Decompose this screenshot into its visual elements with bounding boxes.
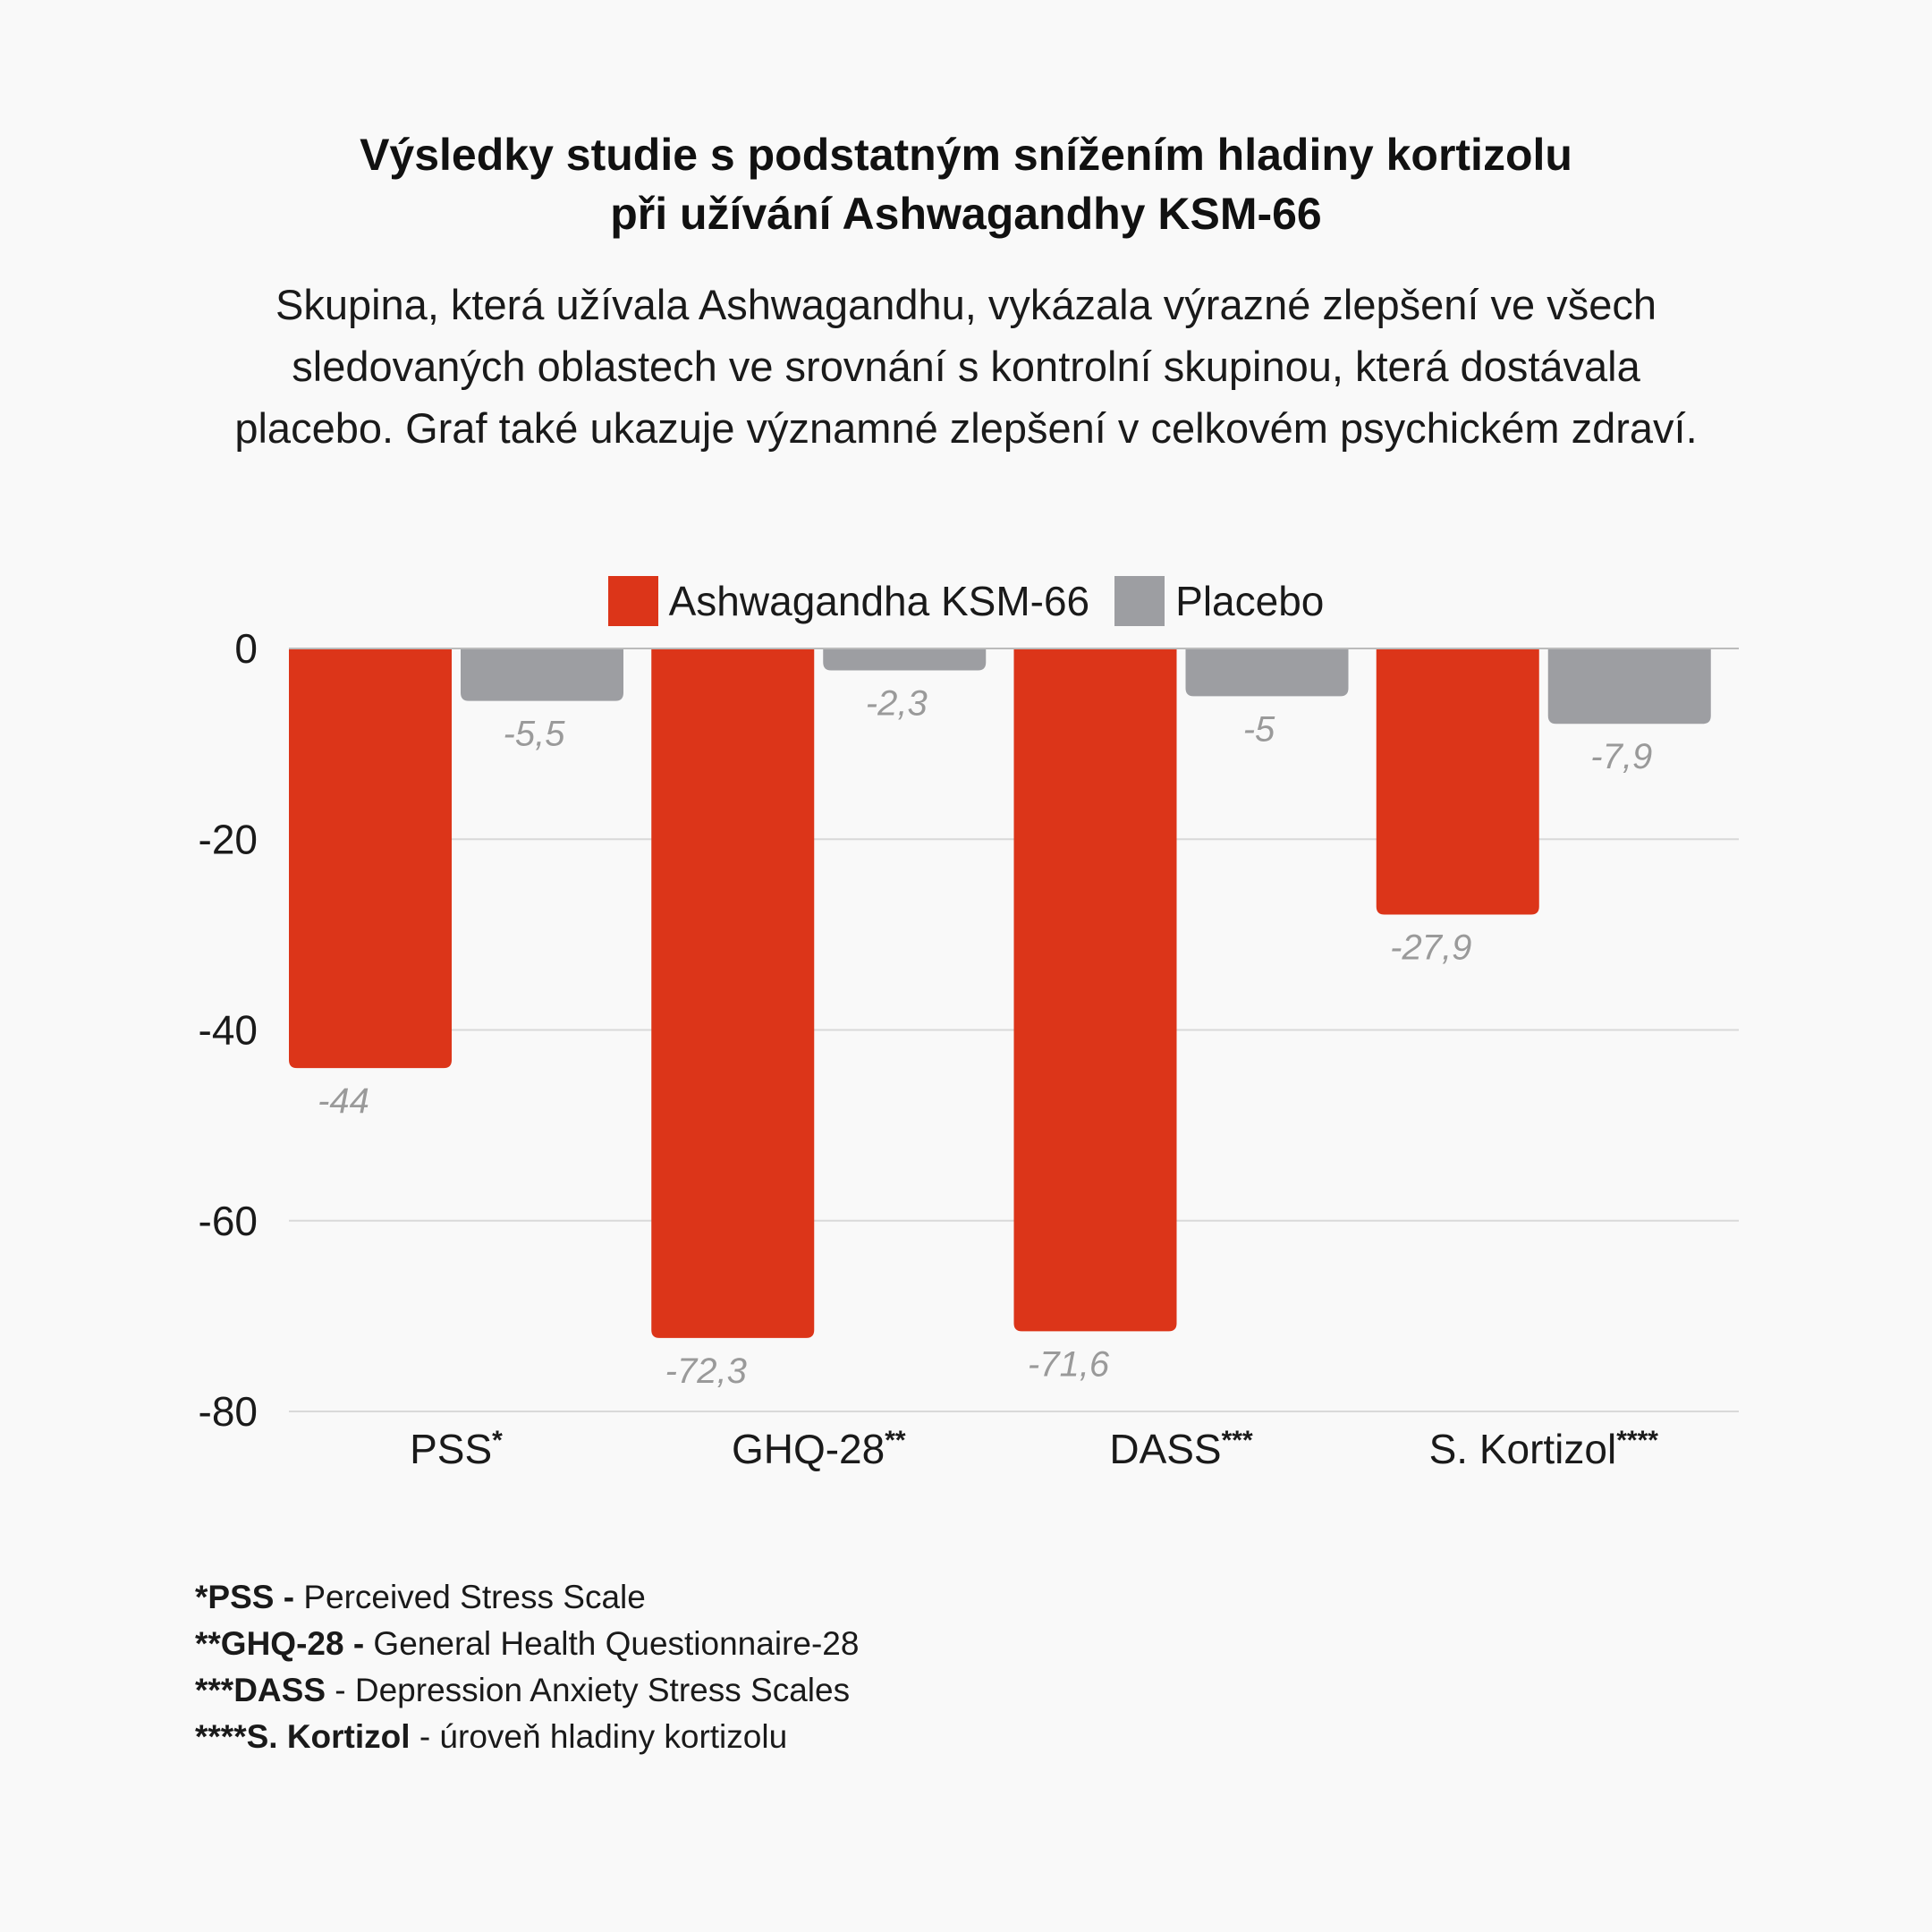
legend-swatch-ashwagandha xyxy=(607,576,658,626)
bar-ashwagandha-2 xyxy=(1013,648,1177,1332)
value-label-ashwagandha-0: -44 xyxy=(318,1081,369,1121)
bar-placebo-3 xyxy=(1547,648,1711,724)
footnote-ghq-term: **GHQ-28 - xyxy=(195,1625,365,1662)
value-label-ashwagandha-1: -72,3 xyxy=(665,1352,747,1391)
chart-title-line-2: při užívání Ashwagandhy KSM-66 xyxy=(610,189,1322,239)
footnote-kortizol-text: - úroveň hladiny kortizolu xyxy=(410,1718,788,1755)
chart-subtitle-line-2: sledovaných oblastech ve srovnání s kont… xyxy=(292,343,1640,390)
chart-subtitle-line-3: placebo. Graf také ukazuje významné zlep… xyxy=(234,404,1698,452)
footnote-pss-text: Perceived Stress Scale xyxy=(294,1579,646,1615)
footnote-kortizol: ****S. Kortizol - úroveň hladiny kortizo… xyxy=(195,1714,859,1760)
bar-ashwagandha-0 xyxy=(289,648,452,1069)
chart-title: Výsledky studie s podstatným snížením hl… xyxy=(0,125,1932,243)
bar-placebo-2 xyxy=(1185,648,1349,697)
y-tick-label-4: -80 xyxy=(199,1388,258,1435)
y-tick-label-1: -20 xyxy=(199,816,258,862)
value-label-ashwagandha-3: -27,9 xyxy=(1390,928,1471,967)
value-label-ashwagandha-2: -71,6 xyxy=(1028,1344,1110,1384)
footnote-dass-text: - Depression Anxiety Stress Scales xyxy=(326,1672,851,1708)
legend-item-ashwagandha: Ashwagandha KSM-66 xyxy=(607,576,1090,626)
footnote-dass-term: ***DASS xyxy=(195,1672,326,1708)
footnotes: *PSS - Perceived Stress Scale **GHQ-28 -… xyxy=(195,1574,859,1760)
x-tick-label-2: DASS*** xyxy=(1109,1426,1253,1472)
x-tick-label-3: S. Kortizol**** xyxy=(1429,1426,1659,1472)
footnote-ghq-text: General Health Questionnaire-28 xyxy=(364,1625,860,1662)
y-tick-label-3: -60 xyxy=(199,1198,258,1244)
bar-placebo-1 xyxy=(823,648,987,671)
footnote-pss-term: *PSS - xyxy=(195,1579,295,1615)
x-tick-label-0: PSS* xyxy=(410,1426,503,1472)
x-tick-label-1: GHQ-28** xyxy=(732,1426,906,1472)
legend-label-ashwagandha: Ashwagandha KSM-66 xyxy=(668,578,1090,624)
y-tick-label-2: -40 xyxy=(199,1007,258,1054)
bar-placebo-0 xyxy=(461,648,623,701)
legend-label-placebo: Placebo xyxy=(1175,578,1325,624)
legend-swatch-placebo xyxy=(1114,576,1165,626)
chart-subtitle: Skupina, která užívala Ashwagandhu, vyká… xyxy=(0,274,1932,459)
value-label-placebo-2: -5 xyxy=(1243,709,1275,749)
footnote-kortizol-term: ****S. Kortizol xyxy=(195,1718,411,1755)
value-label-placebo-0: -5,5 xyxy=(504,715,566,754)
bar-ashwagandha-1 xyxy=(651,648,815,1338)
chart-title-line-1: Výsledky studie s podstatným snížením hl… xyxy=(360,130,1572,180)
legend-item-placebo: Placebo xyxy=(1114,576,1324,626)
footnote-dass: ***DASS - Depression Anxiety Stress Scal… xyxy=(195,1667,859,1714)
y-tick-label-0: 0 xyxy=(234,625,258,672)
value-label-placebo-3: -7,9 xyxy=(1590,737,1652,776)
value-label-placebo-1: -2,3 xyxy=(866,684,928,724)
chart-subtitle-line-1: Skupina, která užívala Ashwagandhu, vyká… xyxy=(275,281,1657,328)
chart-legend: Ashwagandha KSM-66 Placebo xyxy=(0,576,1932,626)
bar-chart: 0 -20 -40 -60 -80 -44 -5,5 PSS* -72,3 -2,3 GHQ-28*… xyxy=(199,625,1739,1472)
footnote-ghq: **GHQ-28 - General Health Questionnaire-… xyxy=(195,1621,859,1667)
bar-ashwagandha-3 xyxy=(1376,648,1539,915)
footnote-pss: *PSS - Perceived Stress Scale xyxy=(195,1574,859,1621)
